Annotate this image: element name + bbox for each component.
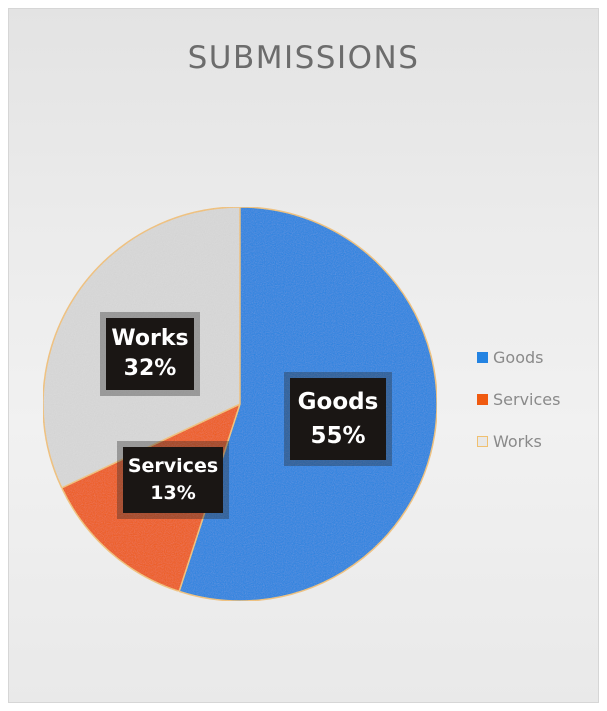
chart-legend: Goods Services Works (477, 346, 560, 472)
data-label-works: Works 32% (106, 318, 194, 390)
data-label-works-name: Works (111, 326, 189, 351)
legend-label-services: Services (493, 389, 561, 409)
legend-label-goods: Goods (493, 347, 544, 367)
legend-item-works: Works (477, 430, 560, 452)
legend-label-works: Works (493, 431, 542, 451)
legend-swatch-goods (477, 351, 488, 363)
data-label-works-value: 32% (123, 356, 177, 381)
data-label-goods: Goods 55% (290, 378, 386, 460)
data-label-services-name: Services (127, 455, 219, 477)
data-label-goods-value: 55% (310, 423, 366, 449)
legend-swatch-works (477, 435, 488, 447)
legend-item-services: Services (477, 388, 560, 410)
data-label-goods-name: Goods (297, 389, 379, 415)
legend-item-goods: Goods (477, 346, 560, 368)
data-label-services-value: 13% (150, 482, 196, 504)
chart-title: SUBMISSIONS (187, 40, 420, 76)
data-label-services: Services 13% (123, 447, 223, 513)
legend-swatch-services (477, 393, 488, 405)
